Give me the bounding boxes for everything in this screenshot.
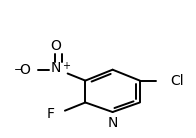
Text: +: + — [62, 61, 70, 71]
Text: O: O — [51, 39, 62, 53]
Text: N: N — [51, 61, 61, 75]
Text: N: N — [108, 116, 118, 130]
Text: O: O — [20, 63, 30, 77]
Text: −: − — [14, 65, 23, 75]
Text: Cl: Cl — [170, 74, 184, 88]
Text: F: F — [46, 107, 54, 121]
